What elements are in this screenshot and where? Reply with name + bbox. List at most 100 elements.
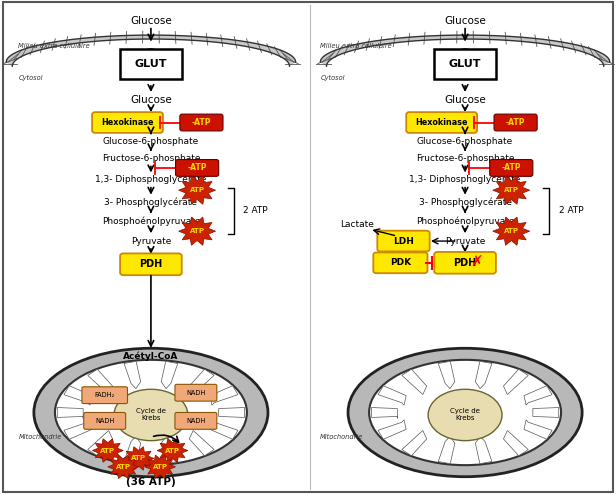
Polygon shape (503, 430, 529, 456)
Polygon shape (157, 439, 188, 462)
Text: ATP: ATP (165, 448, 180, 453)
Text: Fructose-6-phosphate: Fructose-6-phosphate (416, 154, 514, 163)
Polygon shape (320, 35, 610, 66)
Text: PDH: PDH (453, 258, 477, 268)
Polygon shape (57, 408, 83, 418)
Text: PDK: PDK (390, 258, 411, 267)
Polygon shape (402, 430, 427, 456)
Polygon shape (210, 420, 238, 439)
FancyBboxPatch shape (377, 231, 430, 251)
Text: ATP: ATP (116, 464, 131, 470)
FancyBboxPatch shape (490, 160, 533, 176)
Text: ATP: ATP (504, 187, 519, 193)
Text: Phosphoénolpyruvate: Phosphoénolpyruvate (102, 216, 200, 226)
Text: Mitochondrie: Mitochondrie (320, 434, 363, 440)
Text: -ATP: -ATP (501, 164, 521, 172)
Text: Milieu extra cellulaire: Milieu extra cellulaire (18, 43, 90, 49)
Polygon shape (124, 436, 140, 464)
Text: ✗: ✗ (470, 255, 482, 270)
Polygon shape (145, 455, 176, 479)
Polygon shape (189, 369, 214, 395)
Ellipse shape (144, 71, 158, 80)
Text: ATP: ATP (190, 228, 205, 234)
FancyBboxPatch shape (407, 112, 477, 133)
Ellipse shape (458, 49, 472, 58)
Ellipse shape (144, 49, 158, 58)
Polygon shape (371, 408, 397, 418)
Ellipse shape (369, 360, 561, 465)
Polygon shape (123, 447, 154, 470)
Text: Glucose-6-phosphate: Glucose-6-phosphate (103, 137, 199, 146)
Text: Phosphoénolpyruvate: Phosphoénolpyruvate (416, 216, 514, 226)
Polygon shape (87, 430, 113, 456)
Text: Cycle de
Krebs: Cycle de Krebs (136, 409, 166, 421)
Polygon shape (533, 408, 559, 417)
Ellipse shape (114, 389, 188, 441)
Polygon shape (378, 386, 406, 405)
Text: Hexokinase: Hexokinase (415, 118, 468, 127)
FancyBboxPatch shape (175, 412, 217, 429)
Text: 3- Phosphoglycérate: 3- Phosphoglycérate (419, 198, 511, 207)
Text: 2 ATP: 2 ATP (243, 206, 268, 215)
Polygon shape (64, 386, 92, 405)
Text: NADH: NADH (186, 390, 206, 396)
FancyBboxPatch shape (494, 114, 537, 131)
Text: 2 ATP: 2 ATP (559, 206, 583, 215)
Polygon shape (92, 439, 123, 462)
Text: -ATP: -ATP (187, 164, 207, 172)
Text: Pyruvate: Pyruvate (445, 237, 485, 246)
Text: GLUT: GLUT (135, 59, 167, 69)
Text: Cytosol: Cytosol (320, 75, 345, 81)
Polygon shape (493, 217, 530, 246)
Text: Glucose: Glucose (130, 95, 172, 105)
Text: Fructose-6-phosphate: Fructose-6-phosphate (102, 154, 200, 163)
Ellipse shape (458, 71, 472, 80)
Polygon shape (124, 361, 140, 389)
Text: (36 ATP): (36 ATP) (126, 477, 176, 487)
Text: Cytosol: Cytosol (18, 75, 43, 81)
Text: Glucose: Glucose (444, 95, 486, 105)
Text: Pyruvate: Pyruvate (131, 237, 171, 246)
FancyBboxPatch shape (175, 384, 217, 401)
FancyBboxPatch shape (120, 49, 182, 79)
Text: -ATP: -ATP (192, 118, 211, 127)
Ellipse shape (428, 389, 502, 441)
Ellipse shape (34, 348, 268, 477)
Polygon shape (438, 361, 455, 389)
FancyBboxPatch shape (176, 160, 219, 176)
Text: ATP: ATP (153, 464, 168, 470)
Ellipse shape (348, 348, 582, 477)
Text: PDH: PDH (139, 259, 163, 269)
Polygon shape (189, 430, 214, 456)
Text: FADH₂: FADH₂ (95, 392, 115, 398)
Text: 3- Phosphoglycérate: 3- Phosphoglycérate (105, 198, 197, 207)
Polygon shape (179, 176, 216, 205)
FancyBboxPatch shape (120, 253, 182, 275)
Polygon shape (476, 436, 492, 464)
Text: NADH: NADH (186, 418, 206, 424)
Polygon shape (503, 369, 529, 395)
Polygon shape (179, 217, 216, 246)
Text: 1,3- Diphosphoglycerate: 1,3- Diphosphoglycerate (410, 175, 521, 184)
Text: ATP: ATP (100, 448, 115, 453)
Polygon shape (438, 436, 455, 464)
Polygon shape (476, 361, 492, 389)
Text: ATP: ATP (190, 187, 205, 193)
Polygon shape (64, 420, 92, 439)
Text: 1,3- Diphosphoglycerate: 1,3- Diphosphoglycerate (95, 175, 206, 184)
FancyBboxPatch shape (434, 252, 496, 274)
Polygon shape (493, 176, 530, 205)
Polygon shape (87, 369, 113, 395)
Polygon shape (108, 455, 139, 479)
Text: GLUT: GLUT (449, 59, 481, 69)
Ellipse shape (55, 360, 247, 465)
FancyBboxPatch shape (373, 252, 428, 273)
Polygon shape (524, 420, 552, 439)
Polygon shape (378, 420, 406, 439)
FancyBboxPatch shape (92, 112, 163, 133)
Text: -ATP: -ATP (506, 118, 525, 127)
Text: ATP: ATP (131, 455, 146, 461)
Text: Glucose: Glucose (130, 16, 172, 26)
FancyBboxPatch shape (180, 114, 223, 131)
Polygon shape (210, 386, 238, 405)
